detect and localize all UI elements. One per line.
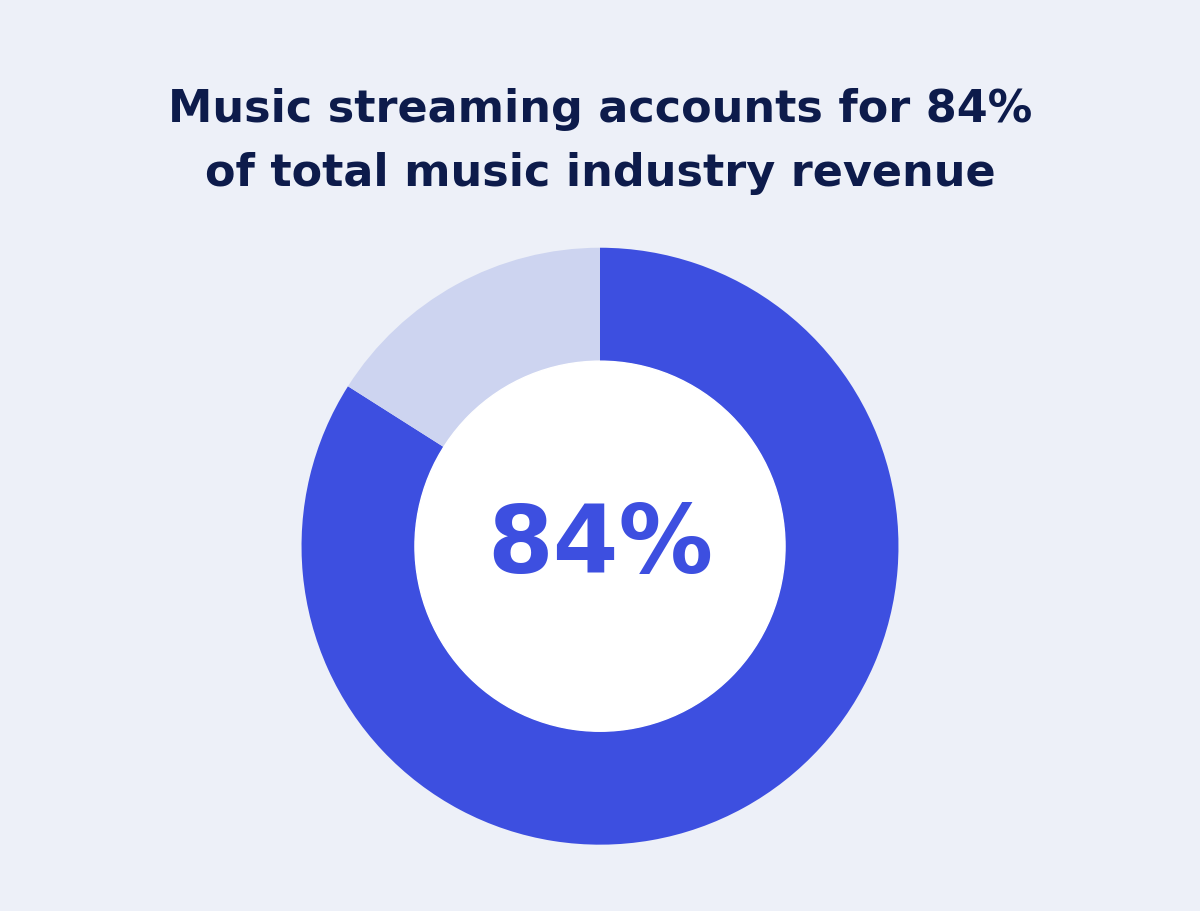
Circle shape (415, 362, 785, 732)
Wedge shape (301, 249, 899, 844)
Wedge shape (348, 249, 600, 447)
Text: Music streaming accounts for 84%: Music streaming accounts for 84% (168, 87, 1032, 131)
Text: 84%: 84% (487, 501, 713, 592)
Text: of total music industry revenue: of total music industry revenue (205, 151, 995, 195)
